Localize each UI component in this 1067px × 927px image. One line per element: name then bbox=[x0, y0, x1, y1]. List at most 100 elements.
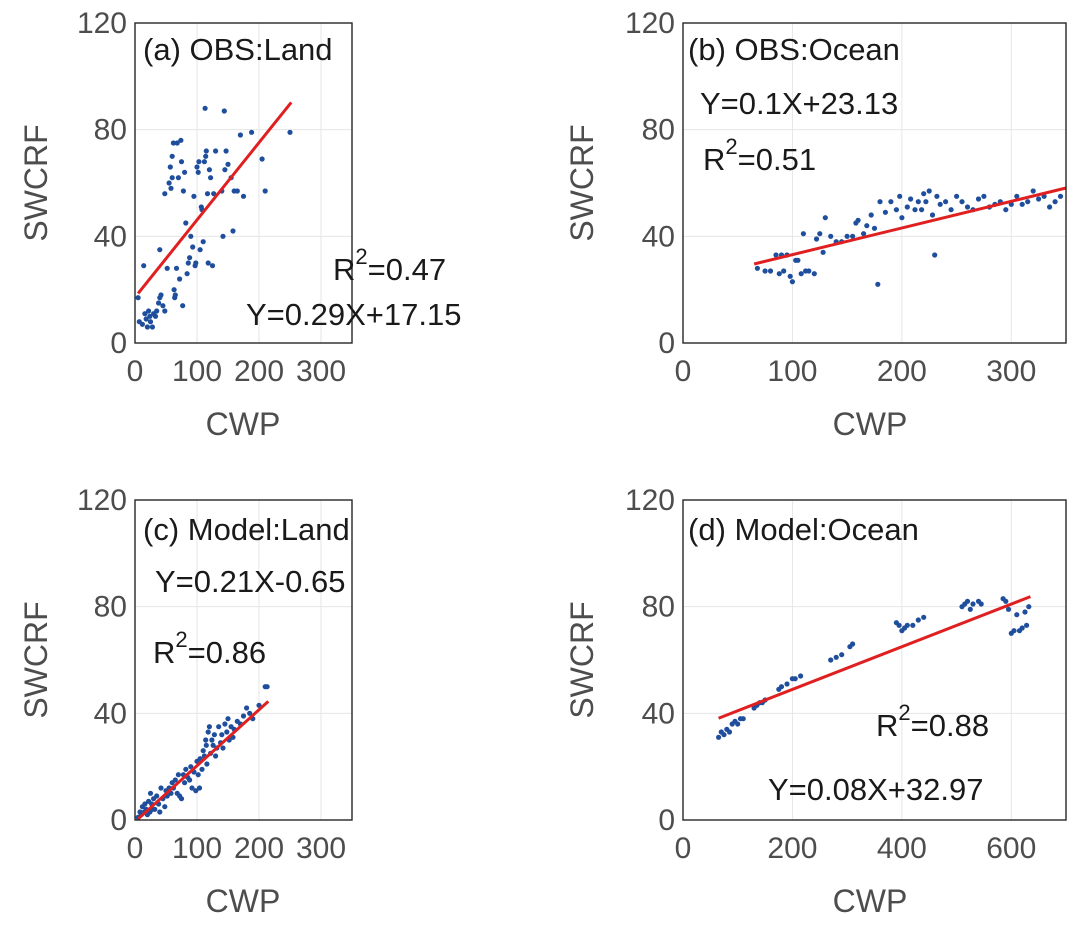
data-point bbox=[828, 233, 834, 239]
axes-frame bbox=[134, 499, 353, 821]
y-tick-label: 40 bbox=[642, 220, 675, 253]
panel-title: (b) OBS:Ocean bbox=[688, 32, 900, 67]
data-point bbox=[959, 199, 965, 205]
data-point bbox=[205, 260, 211, 266]
x-tick-label: 300 bbox=[296, 832, 346, 865]
x-axis-label: CWP bbox=[206, 406, 281, 442]
data-point bbox=[1011, 628, 1017, 634]
x-tick-label: 200 bbox=[767, 832, 817, 865]
data-point bbox=[144, 324, 150, 330]
data-point bbox=[184, 271, 190, 277]
data-point bbox=[162, 191, 168, 197]
data-point bbox=[716, 734, 722, 740]
data-point bbox=[247, 710, 253, 716]
data-point bbox=[194, 164, 200, 170]
data-point bbox=[954, 193, 960, 199]
data-point bbox=[1019, 201, 1025, 207]
data-point bbox=[208, 175, 214, 181]
data-points bbox=[135, 105, 293, 330]
data-point bbox=[1025, 199, 1031, 205]
data-point bbox=[157, 809, 163, 815]
data-point bbox=[839, 652, 845, 658]
panel-d: 0 200 400 600 0 40 80 120 CWP SWCRF (d) Model:O… bbox=[564, 484, 1067, 919]
y-axis-label: SWCRF bbox=[564, 124, 600, 241]
data-point bbox=[778, 684, 785, 690]
data-point bbox=[199, 766, 205, 772]
data-point bbox=[190, 244, 196, 250]
data-point bbox=[203, 153, 209, 159]
data-point bbox=[740, 716, 746, 722]
data-point bbox=[204, 761, 210, 767]
data-point bbox=[172, 777, 178, 783]
data-point bbox=[152, 313, 159, 319]
grid-lines bbox=[682, 22, 1066, 344]
data-point bbox=[171, 287, 177, 293]
data-point bbox=[877, 199, 883, 205]
data-point bbox=[871, 225, 878, 231]
data-point bbox=[721, 732, 727, 738]
y-tick-label: 80 bbox=[94, 591, 127, 624]
r-squared: R2=0.86 bbox=[153, 627, 266, 670]
data-point bbox=[908, 196, 914, 202]
data-point bbox=[781, 268, 787, 274]
data-point bbox=[1036, 196, 1042, 202]
data-point bbox=[820, 249, 826, 255]
data-point bbox=[912, 207, 918, 213]
data-point bbox=[262, 188, 268, 194]
data-point bbox=[147, 790, 154, 796]
r-squared: R2=0.88 bbox=[876, 700, 989, 743]
data-point bbox=[735, 721, 741, 727]
data-point bbox=[177, 276, 183, 282]
data-point bbox=[921, 191, 927, 197]
r-squared-prefix: R bbox=[153, 635, 175, 670]
data-point bbox=[225, 716, 231, 722]
data-point bbox=[206, 724, 212, 730]
data-point bbox=[156, 300, 162, 306]
data-point bbox=[888, 199, 894, 205]
r-squared-exponent: 2 bbox=[725, 134, 737, 159]
data-point bbox=[1047, 204, 1053, 210]
data-point bbox=[220, 233, 226, 239]
data-point bbox=[166, 180, 172, 186]
axes-frame bbox=[134, 22, 353, 344]
data-point bbox=[196, 159, 202, 165]
data-point bbox=[178, 796, 185, 802]
data-point bbox=[798, 673, 804, 679]
data-point bbox=[964, 204, 971, 210]
y-tick-label: 40 bbox=[94, 220, 127, 253]
data-point bbox=[792, 676, 798, 682]
data-point bbox=[169, 153, 175, 159]
data-point bbox=[249, 129, 255, 135]
data-point bbox=[141, 263, 147, 269]
fit-line bbox=[136, 101, 293, 295]
r-squared-exponent: 2 bbox=[898, 700, 910, 725]
regression-equation: Y=0.29X+17.15 bbox=[246, 297, 461, 332]
regression-equation: Y=0.08X+32.97 bbox=[768, 772, 983, 807]
data-point bbox=[833, 654, 839, 660]
data-point bbox=[230, 228, 236, 234]
y-tick-label: 0 bbox=[110, 804, 127, 837]
data-point bbox=[919, 207, 925, 213]
data-point bbox=[168, 185, 174, 191]
data-point bbox=[811, 271, 817, 277]
y-tick-label: 120 bbox=[625, 484, 675, 517]
data-point bbox=[219, 732, 225, 738]
r-squared-value: =0.88 bbox=[911, 708, 989, 743]
y-tick-label: 0 bbox=[658, 327, 675, 360]
data-point bbox=[160, 303, 166, 309]
data-point bbox=[855, 217, 861, 223]
data-point bbox=[222, 167, 228, 173]
data-point bbox=[981, 193, 987, 199]
x-tick-label: 0 bbox=[127, 832, 144, 865]
data-point bbox=[164, 265, 170, 271]
data-point bbox=[162, 308, 168, 314]
data-point bbox=[142, 801, 148, 807]
data-point bbox=[915, 617, 921, 623]
data-point bbox=[896, 622, 902, 628]
data-point bbox=[213, 148, 219, 154]
data-point bbox=[1057, 193, 1064, 199]
data-point bbox=[237, 132, 243, 138]
data-point bbox=[187, 255, 193, 261]
data-point bbox=[868, 212, 874, 218]
data-point bbox=[191, 193, 197, 199]
